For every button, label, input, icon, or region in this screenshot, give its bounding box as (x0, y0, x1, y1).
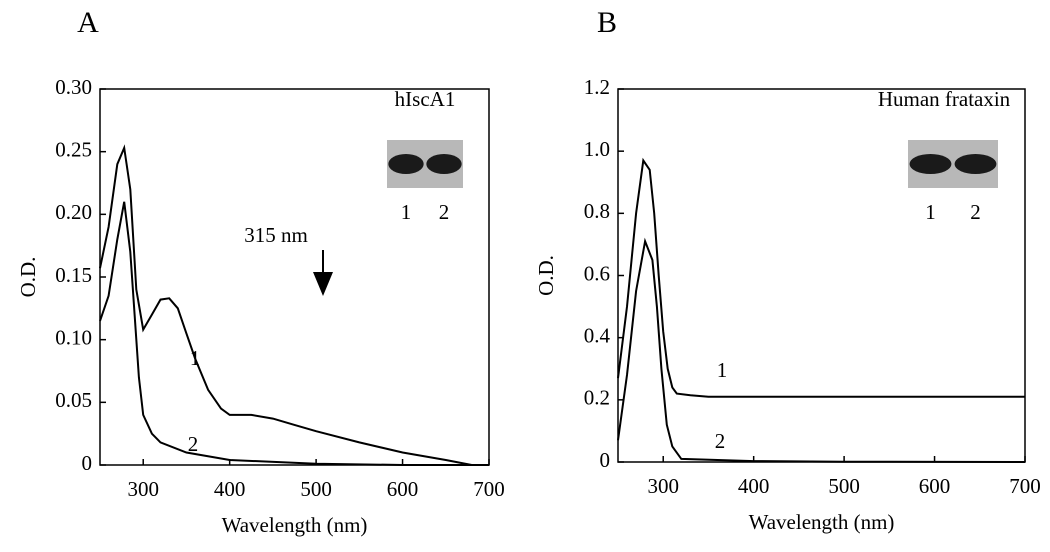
curve-label: 1 (190, 346, 201, 370)
y-tick-label: 0.05 (55, 388, 92, 412)
gel-band (954, 154, 997, 174)
x-tick-label: 700 (473, 477, 505, 501)
y-tick-label: 0.4 (584, 323, 611, 347)
gel-band (909, 154, 952, 174)
y-tick-label: 0.30 (55, 75, 92, 99)
x-tick-label: 500 (300, 477, 332, 501)
x-tick-label: 400 (214, 477, 246, 501)
y-axis-label: O.D. (16, 257, 40, 298)
x-tick-label: 600 (387, 477, 419, 501)
x-tick-label: 300 (647, 474, 679, 498)
curve-label: 2 (188, 432, 199, 456)
arrow-head (313, 272, 333, 296)
spectrum-line (617, 157, 1025, 398)
gel-lane-label: 1 (401, 200, 412, 224)
panel-label: A (77, 6, 99, 39)
y-tick-label: 0.2 (584, 386, 610, 410)
y-tick-label: 0.10 (55, 325, 92, 349)
y-tick-label: 1.2 (584, 75, 610, 99)
annotation: 315 nm (244, 223, 308, 247)
panel-label: B (597, 6, 617, 39)
y-tick-label: 0.15 (55, 263, 92, 287)
y-tick-label: 0.6 (584, 261, 610, 285)
x-tick-label: 400 (738, 474, 770, 498)
y-tick-label: 0 (600, 448, 611, 472)
x-tick-label: 600 (919, 474, 951, 498)
gel-band (388, 154, 424, 174)
curve-label: 2 (715, 429, 726, 453)
x-tick-label: 700 (1009, 474, 1041, 498)
curve-label: 1 (717, 358, 728, 382)
gel-lane-label: 2 (439, 200, 450, 224)
gel-lane-label: 1 (925, 200, 936, 224)
x-tick-label: 500 (828, 474, 860, 498)
y-axis-label: O.D. (534, 255, 558, 296)
y-tick-label: 1.0 (584, 137, 610, 161)
x-tick-label: 300 (127, 477, 159, 501)
inset-title: Human frataxin (878, 87, 1011, 111)
y-tick-label: 0.8 (584, 199, 610, 223)
x-axis-label: Wavelength (nm) (749, 510, 895, 534)
y-tick-label: 0.25 (55, 137, 92, 161)
spectrum-line (99, 144, 489, 466)
gel-band (426, 154, 462, 174)
x-axis-label: Wavelength (nm) (222, 513, 368, 537)
y-tick-label: 0.20 (55, 200, 92, 224)
gel-lane-label: 2 (970, 200, 981, 224)
inset-title: hIscA1 (395, 87, 456, 111)
spectrum-line (99, 201, 489, 466)
spectrum-line (617, 237, 1026, 463)
y-tick-label: 0 (82, 451, 93, 475)
